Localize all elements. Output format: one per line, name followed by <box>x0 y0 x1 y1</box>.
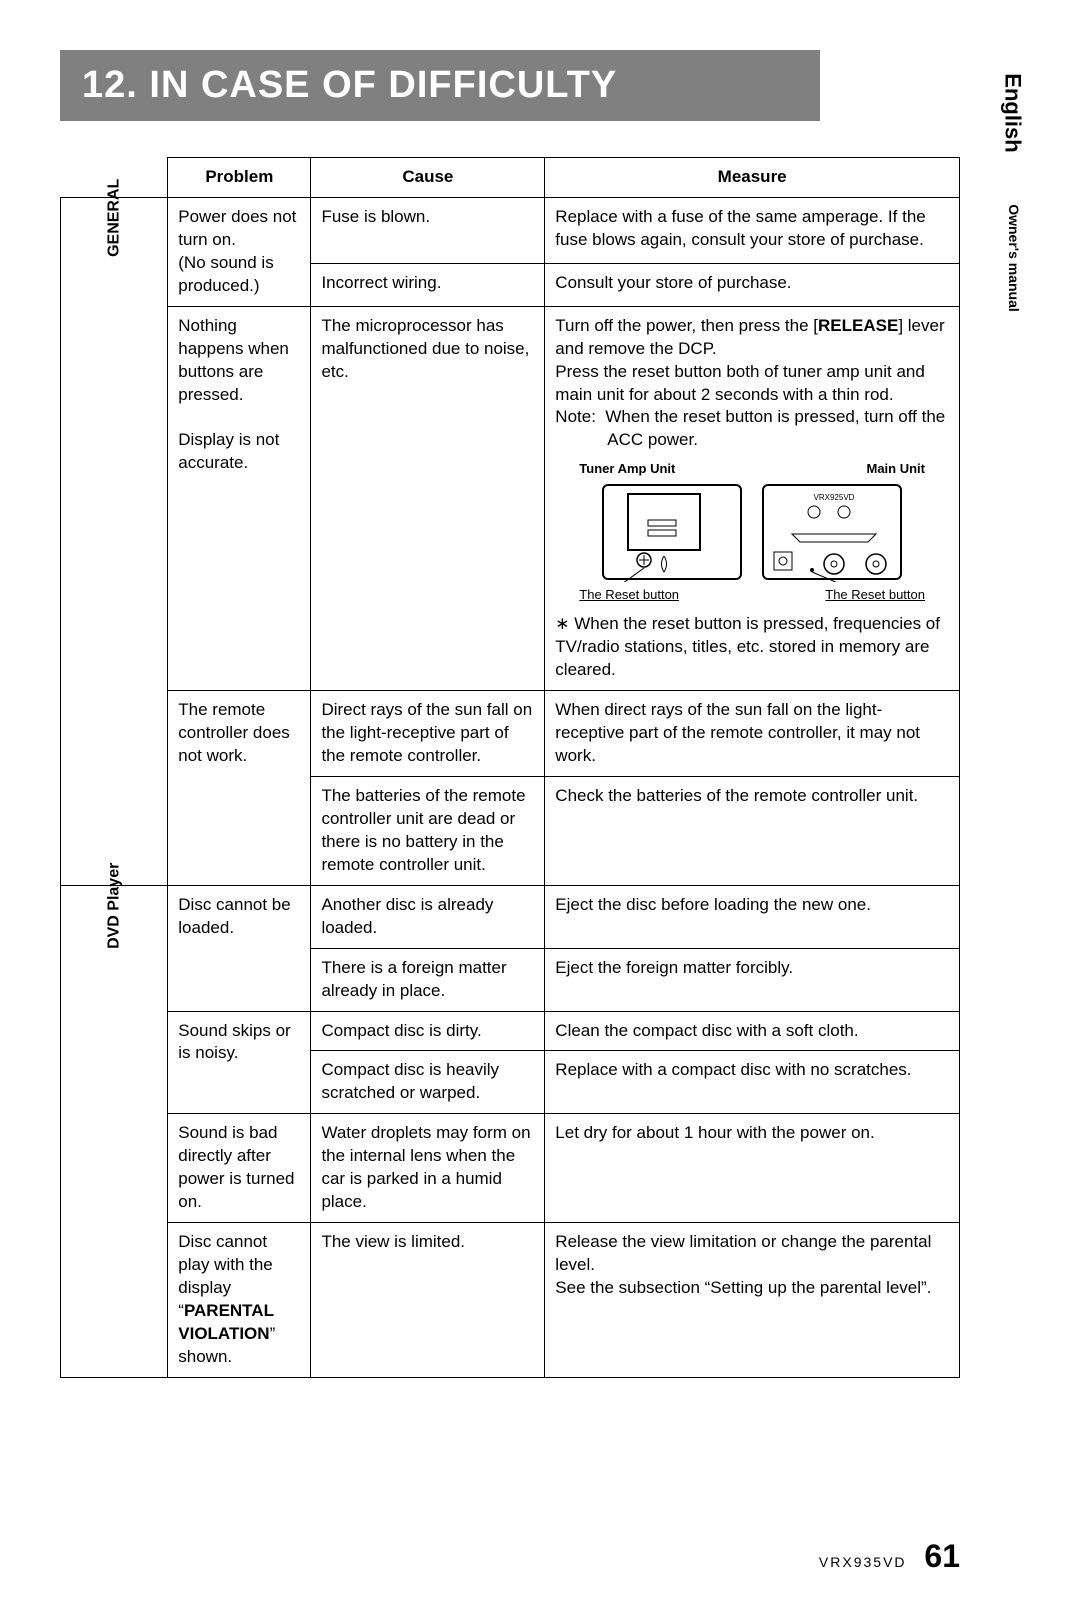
diagram-label-right: Main Unit <box>867 460 926 478</box>
svg-text:VRX925VD: VRX925VD <box>814 493 855 502</box>
cause-cell: There is a foreign matter already in pla… <box>311 948 545 1011</box>
problem-cell: Power does not turn on. (No sound is pro… <box>168 197 311 306</box>
reset-button-label-left: The Reset button <box>579 586 679 604</box>
table-row: GENERAL Power does not turn on. (No soun… <box>61 197 960 264</box>
cause-cell: Direct rays of the sun fall on the light… <box>311 691 545 777</box>
cause-cell: The microprocessor has malfunctioned due… <box>311 306 545 691</box>
troubleshooting-table: Problem Cause Measure GENERAL Power does… <box>60 157 960 1378</box>
measure-cell: Let dry for about 1 hour with the power … <box>545 1114 960 1223</box>
measure-cell: Check the batteries of the remote contro… <box>545 777 960 886</box>
problem-cell: Sound is bad directly after power is tur… <box>168 1114 311 1223</box>
col-cause: Cause <box>311 158 545 198</box>
measure-cell: Release the view limitation or change th… <box>545 1223 960 1378</box>
cause-cell: Fuse is blown. <box>311 197 545 264</box>
measure-cell: Eject the disc before loading the new on… <box>545 885 960 948</box>
col-measure: Measure <box>545 158 960 198</box>
table-row: Sound is bad directly after power is tur… <box>61 1114 960 1223</box>
language-label: English <box>999 73 1025 152</box>
cause-cell: The view is limited. <box>311 1223 545 1378</box>
measure-cell: Consult your store of purchase. <box>545 264 960 306</box>
table-row: Disc cannot play with the display “PAREN… <box>61 1223 960 1378</box>
col-problem: Problem <box>168 158 311 198</box>
cause-cell: Water droplets may form on the internal … <box>311 1114 545 1223</box>
table-header-row: Problem Cause Measure <box>61 158 960 198</box>
problem-cell: Disc cannot play with the display “PAREN… <box>168 1223 311 1378</box>
measure-cell: Replace with a fuse of the same amperage… <box>545 197 960 264</box>
section-heading: 12. IN CASE OF DIFFICULTY <box>60 50 820 121</box>
table-row: DVD Player Disc cannot be loaded. Anothe… <box>61 885 960 948</box>
diagram-label-left: Tuner Amp Unit <box>579 460 675 478</box>
table-row: Sound skips or is noisy. Compact disc is… <box>61 1011 960 1051</box>
reset-button-label-right: The Reset button <box>825 586 925 604</box>
manual-label: Owner's manual <box>1006 204 1022 312</box>
model-code: VRX935VD <box>819 1554 907 1570</box>
category-dvd: DVD Player <box>61 885 168 1377</box>
measure-cell: Replace with a compact disc with no scra… <box>545 1051 960 1114</box>
cause-cell: The batteries of the remote controller u… <box>311 777 545 886</box>
category-general-label: GENERAL <box>103 179 125 257</box>
problem-cell: The remote controller does not work. <box>168 691 311 886</box>
problem-cell: Disc cannot be loaded. <box>168 885 311 1011</box>
measure-footer-note: ∗ When the reset button is pressed, freq… <box>555 613 949 682</box>
measure-cell: When direct rays of the sun fall on the … <box>545 691 960 777</box>
main-unit-diagram: VRX925VD <box>762 484 902 580</box>
category-dvd-label: DVD Player <box>103 862 125 948</box>
page-number: 61 <box>924 1538 960 1574</box>
cause-cell: Another disc is already loaded. <box>311 885 545 948</box>
table-row: Nothing happens when buttons are pressed… <box>61 306 960 691</box>
table-row: The remote controller does not work. Dir… <box>61 691 960 777</box>
measure-cell: Clean the compact disc with a soft cloth… <box>545 1011 960 1051</box>
reset-diagram: Tuner Amp Unit Main Unit <box>555 460 949 603</box>
measure-cell: Eject the foreign matter forcibly. <box>545 948 960 1011</box>
problem-cell: Nothing happens when buttons are pressed… <box>168 306 311 691</box>
category-general: GENERAL <box>61 197 168 885</box>
cause-cell: Compact disc is heavily scratched or war… <box>311 1051 545 1114</box>
problem-cell: Sound skips or is noisy. <box>168 1011 311 1114</box>
cause-cell: Incorrect wiring. <box>311 264 545 306</box>
cause-cell: Compact disc is dirty. <box>311 1011 545 1051</box>
measure-cell: Turn off the power, then press the [RELE… <box>545 306 960 691</box>
page-footer: VRX935VD 61 <box>60 1538 1020 1575</box>
tuner-amp-unit-diagram <box>602 484 742 580</box>
